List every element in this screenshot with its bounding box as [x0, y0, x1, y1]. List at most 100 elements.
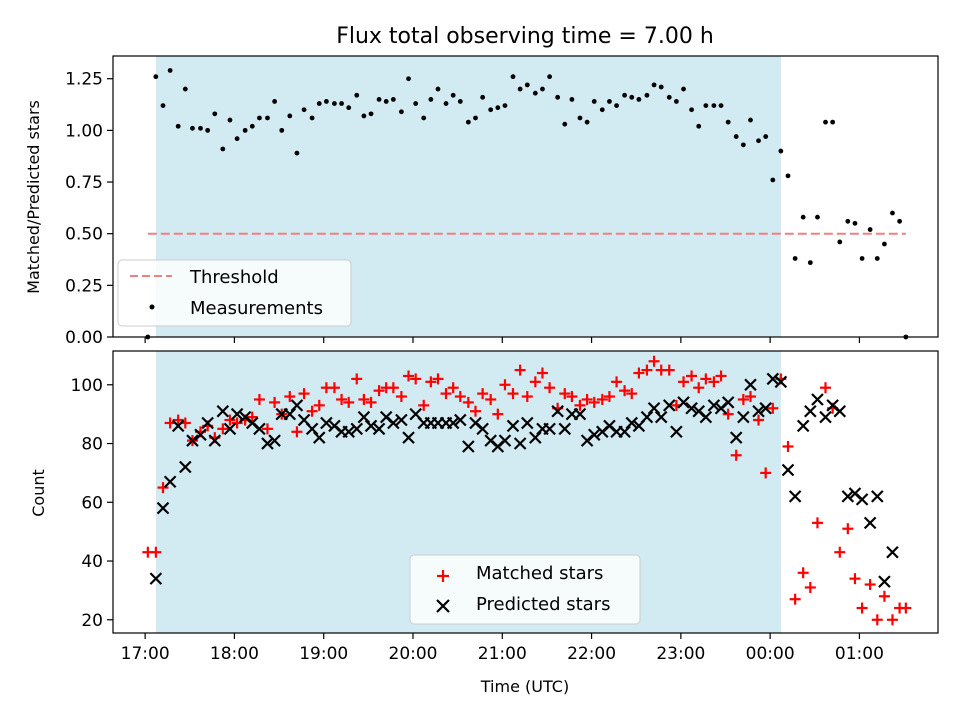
measurement-point — [599, 107, 605, 113]
predicted-star-point — [543, 422, 556, 436]
x-b — [216, 404, 230, 418]
matched-star-point — [626, 388, 638, 400]
y-tick-label: 20 — [81, 611, 103, 631]
matched-star-point — [700, 373, 712, 385]
matched-star-point — [596, 393, 608, 405]
x-b — [171, 419, 185, 433]
measurement-point — [488, 107, 494, 113]
y-tick-label: 80 — [81, 435, 103, 455]
measurement-point — [294, 150, 300, 156]
matched-star-point — [291, 426, 303, 438]
x-b — [261, 437, 274, 450]
x-b — [833, 404, 847, 418]
x-b — [223, 422, 237, 436]
series-predicted-stars — [149, 372, 899, 588]
x-b — [707, 399, 721, 412]
measurement-point — [636, 96, 642, 102]
predicted-star-point — [372, 422, 386, 436]
measurement-point — [562, 121, 568, 127]
predicted-star-point — [788, 490, 802, 503]
x-tick-label: 22:00 — [567, 644, 616, 664]
predicted-stars-legend-swatch — [436, 599, 450, 613]
predicted-star-point — [833, 404, 847, 418]
matched-star-point — [789, 593, 801, 605]
predicted-star-point — [670, 425, 683, 439]
x-b — [640, 410, 654, 424]
x-b — [670, 425, 683, 439]
matched-star-point — [693, 382, 705, 394]
bottom-legend: Matched stars Predicted stars — [409, 554, 641, 625]
matched-star-point — [454, 391, 466, 403]
x-axis-label: Time (UTC) — [480, 677, 569, 696]
x-b — [402, 431, 415, 444]
measurement-point — [279, 127, 285, 133]
measurement-point — [815, 214, 820, 220]
x-b — [290, 399, 304, 412]
top-legend: Threshold Measurements — [117, 259, 352, 327]
x-tick-label: 17:00 — [121, 644, 170, 664]
x-b — [357, 410, 371, 424]
matched-star-point — [410, 373, 422, 385]
matched-star-point — [566, 391, 578, 403]
matched-star-point — [373, 385, 385, 397]
predicted-star-point — [886, 545, 899, 559]
predicted-star-point — [640, 410, 654, 424]
x-b — [297, 413, 311, 427]
predicted-star-point — [618, 425, 631, 439]
x-b — [238, 410, 252, 424]
measurement-point — [540, 86, 545, 92]
x-b — [529, 431, 542, 444]
matched-star-point — [514, 364, 526, 376]
matched-star-point — [581, 393, 593, 405]
x-tick-label: 20:00 — [389, 644, 438, 664]
matched-star-point — [150, 546, 162, 558]
measurement-point — [524, 82, 530, 88]
predicted-star-point — [774, 375, 788, 389]
chart-title: Flux total observing time = 7.00 h — [336, 24, 714, 49]
matched-star-point — [633, 367, 645, 379]
measurement-point — [457, 99, 463, 104]
x-b — [364, 419, 378, 433]
matched-star-point — [365, 396, 377, 408]
measurement-point — [859, 256, 865, 261]
matched-star-point — [387, 382, 399, 394]
x-b — [774, 375, 788, 389]
measurement-point — [473, 115, 478, 121]
matched-star-point — [864, 579, 876, 591]
x-b — [841, 490, 855, 503]
x-b — [201, 416, 214, 430]
y-tick-label: 1.00 — [65, 121, 103, 141]
matched-star-point — [343, 396, 355, 408]
y-tick-label: 1.25 — [65, 70, 103, 90]
matched-star-point — [745, 391, 756, 403]
predicted-star-point — [357, 410, 371, 424]
measurement-point — [845, 218, 851, 224]
measurement-point — [398, 109, 404, 115]
x-b — [796, 419, 810, 433]
matched-star-point — [351, 373, 363, 385]
predicted-star-point — [654, 410, 668, 424]
measurements-legend-swatch — [149, 304, 155, 310]
measurement-point — [234, 136, 240, 142]
measurement-point — [547, 74, 553, 80]
matched-star-point — [767, 402, 779, 414]
x-b — [342, 425, 355, 439]
x-b — [766, 372, 780, 386]
measurements-legend-label: Measurements — [190, 298, 323, 319]
x-b — [692, 404, 705, 418]
measurement-point — [249, 123, 255, 129]
bottom-y-axis-label: Count — [29, 469, 48, 517]
x-b — [350, 422, 364, 436]
predicted-stars-legend-label: Predicted stars — [476, 594, 610, 615]
series-measurements — [145, 68, 909, 340]
x-b — [855, 493, 869, 506]
measurement-point — [740, 142, 746, 148]
measurement-point — [376, 96, 382, 102]
measurement-point — [354, 92, 360, 98]
axes-frame — [112, 350, 939, 634]
measurement-point — [882, 241, 887, 247]
x-tick-label: 19:00 — [299, 644, 348, 664]
axes-frame — [112, 55, 939, 338]
predicted-star-point — [506, 419, 520, 433]
